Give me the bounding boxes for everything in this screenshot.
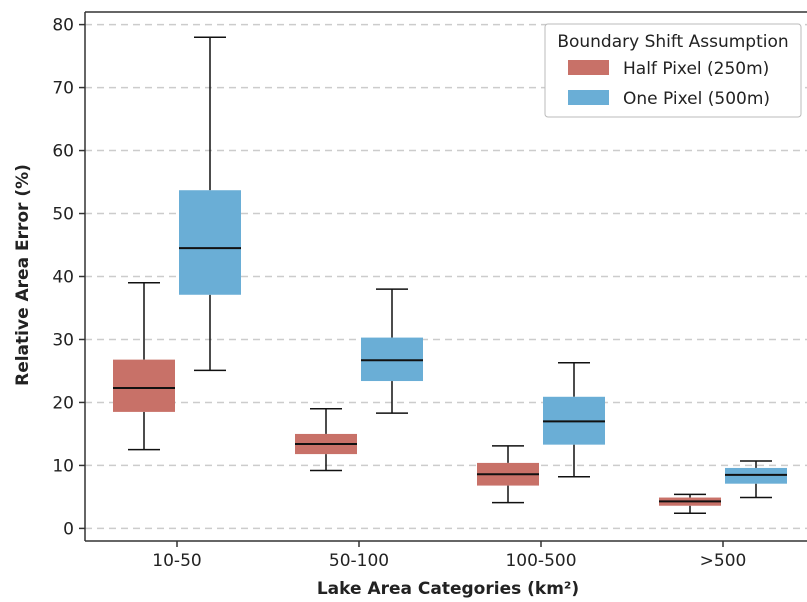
x-axis-ticks: 10-50 50-100 100-500 >500 <box>152 541 746 571</box>
y-tick-label: 0 <box>63 519 74 539</box>
legend-swatch <box>568 60 609 75</box>
box <box>659 493 721 515</box>
y-tick-label: 30 <box>52 330 74 350</box>
box <box>477 445 539 504</box>
y-tick-label: 80 <box>52 16 74 36</box>
y-tick-label: 40 <box>52 268 74 288</box>
x-tick-label: 100-500 <box>505 551 576 571</box>
legend-swatch <box>568 90 609 105</box>
box-body <box>179 190 241 295</box>
box-series <box>113 36 787 515</box>
series-2 <box>179 36 787 499</box>
x-tick-label: >500 <box>700 551 747 571</box>
legend: Boundary Shift Assumption Half Pixel (25… <box>544 23 802 118</box>
box <box>361 288 423 414</box>
box-body <box>113 359 175 412</box>
x-tick-label: 10-50 <box>152 551 201 571</box>
y-axis-ticks: 0 10 20 30 40 50 60 70 80 <box>52 16 85 539</box>
y-tick-label: 60 <box>52 142 74 162</box>
y-axis-title: Relative Area Error (%) <box>13 164 33 386</box>
y-tick-label: 50 <box>52 205 74 225</box>
box <box>295 408 357 472</box>
x-tick-label: 50-100 <box>329 551 389 571</box>
y-tick-label: 10 <box>52 456 74 476</box>
legend-label: One Pixel (500m) <box>623 89 770 109</box>
y-tick-label: 70 <box>52 79 74 99</box>
box <box>725 460 787 499</box>
y-tick-label: 20 <box>52 393 74 413</box>
legend-label: Half Pixel (250m) <box>623 59 769 79</box>
box <box>179 36 241 372</box>
series-1 <box>113 282 721 515</box>
legend-title: Boundary Shift Assumption <box>557 32 788 52</box>
box <box>113 282 175 451</box>
box <box>543 362 605 478</box>
x-axis-title: Lake Area Categories (km²) <box>317 579 579 599</box>
